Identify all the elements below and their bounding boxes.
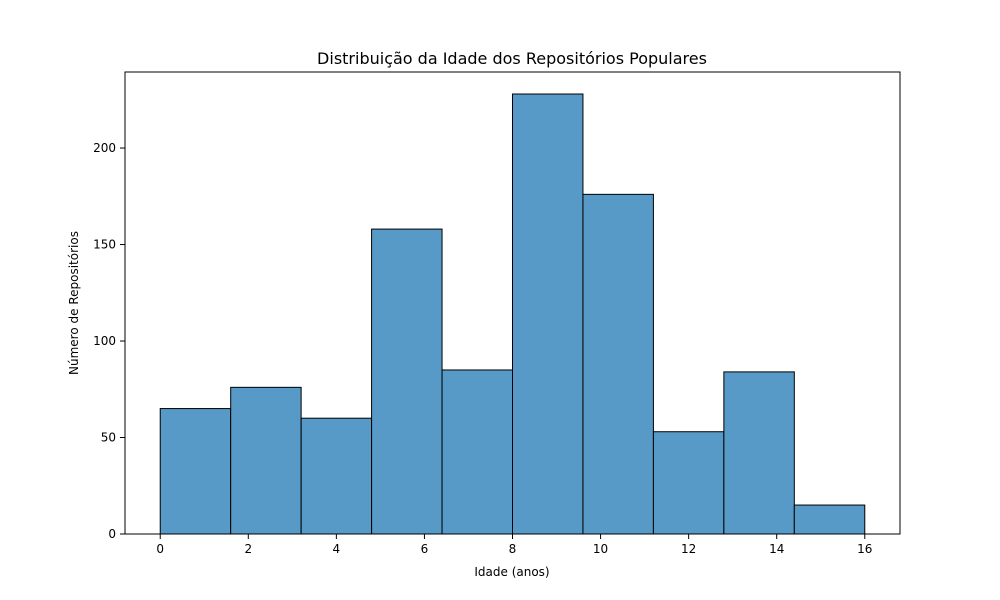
y-tick-label: 200 [93, 141, 116, 155]
x-tick-label: 14 [769, 542, 784, 556]
x-tick-label: 10 [593, 542, 608, 556]
histogram-bar [230, 386, 302, 535]
histogram-bar [512, 93, 584, 535]
x-tick-label: 2 [244, 542, 252, 556]
x-tick-label: 8 [509, 542, 517, 556]
histogram-bar [159, 408, 232, 535]
bars [159, 93, 866, 535]
histogram-bar [441, 369, 513, 535]
histogram-bar [300, 417, 373, 535]
y-tick-label: 0 [108, 527, 116, 541]
histogram-bar [371, 228, 443, 535]
y-axis-label: Número de Repositórios [67, 231, 81, 375]
x-axis-label: Idade (anos) [474, 565, 549, 579]
histogram-bar [793, 504, 866, 535]
x-tick-label: 4 [333, 542, 341, 556]
x-tick-label: 6 [421, 542, 429, 556]
x-tick-label: 16 [857, 542, 872, 556]
histogram-bar [652, 431, 725, 535]
y-tick-label: 100 [93, 334, 116, 348]
x-tick-label: 0 [156, 542, 164, 556]
chart-title: Distribuição da Idade dos Repositórios P… [317, 49, 707, 68]
y-axis: 0 50 100 150 200 [93, 141, 125, 541]
y-tick-label: 50 [101, 431, 116, 445]
x-tick-label: 12 [681, 542, 696, 556]
histogram-bar [723, 371, 795, 535]
histogram-bar [582, 193, 654, 535]
y-tick-label: 150 [93, 238, 116, 252]
x-axis: 0 2 4 6 8 10 12 14 16 [156, 534, 872, 556]
